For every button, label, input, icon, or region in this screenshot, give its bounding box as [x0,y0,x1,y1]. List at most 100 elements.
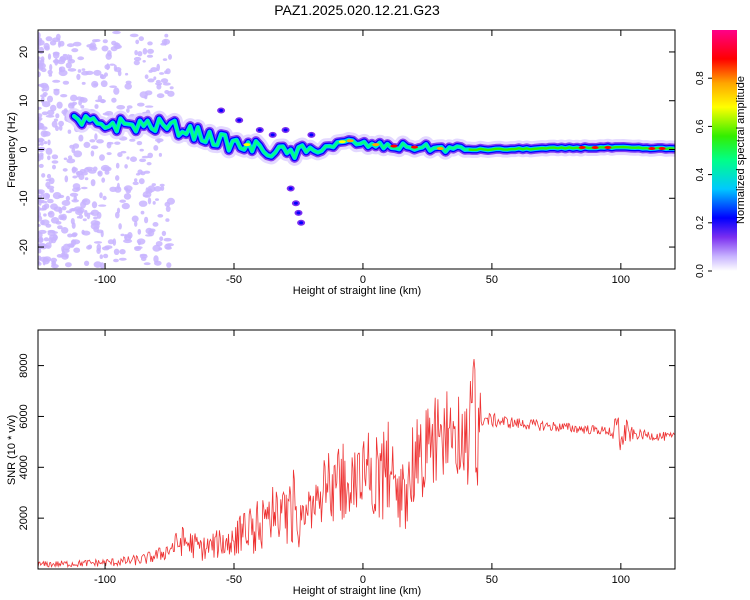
colorbar: 0.0 0.2 0.4 0.6 0.8 Normalized spectral ampl… [695,30,747,278]
spectrogram-noise-blob [94,39,101,42]
spectrogram-noise-blob [70,239,77,247]
spectrogram-noise-blob [38,59,42,65]
spectrogram-noise-blob [59,40,65,47]
spectrogram-noise-blob [77,69,82,73]
spectrogram-noise-blob [82,230,91,236]
spectrogram-branch-core [288,187,293,190]
spectrogram-noise-blob [134,220,138,227]
spectrogram-noise-blob [93,225,99,233]
spectrogram-noise-blob [132,181,139,186]
spectrogram-noise-blob [82,218,87,222]
spectrogram-noise-blob [156,63,160,72]
spectrogram-noise-blob [144,90,153,96]
colorbar-tick-label: 0.6 [695,119,706,133]
spectrogram-noise-blob [165,218,170,222]
spectrogram-noise-blob [167,90,175,97]
spectrogram-noise-blob [83,167,90,173]
spectrogram-noise-blob [38,207,47,211]
chart-title: PAZ1.2025.020.12.21.G23 [274,2,440,18]
spectrogram-noise-blob [45,36,53,42]
spectrogram-noise-blob [80,201,87,209]
spectrogram-noise-blob [65,62,72,69]
spectrogram-noise-blob [156,93,165,99]
spectrogram-noise-blob [43,141,48,145]
spectrogram-noise-blob [96,248,101,254]
spectrogram-noise-blob [84,177,89,181]
spectrogram-noise-blob [67,129,72,134]
spectrogram-noise-blob [139,148,144,152]
spectrogram-noise-blob [96,139,104,144]
spectrogram-noise-blob [78,134,84,142]
spectrogram-noise-blob [63,108,68,112]
spectrogram-noise-blob [43,237,50,242]
spectrogram-noise-blob [50,104,57,112]
spectrogram-noise-blob [49,188,55,193]
spectrogram-noise-blob [67,155,73,160]
colorbar-label: Normalized spectral amplitude [735,76,747,224]
spectrogram-noise-blob [38,113,43,118]
spectrogram-noise-blob [54,58,59,66]
spectrogram-noise-blob [65,253,69,258]
spectrogram-noise-blob [70,218,75,225]
spectrogram-noise-blob [133,56,142,62]
spectrogram-noise-blob [52,79,61,83]
spectrogram-noise-blob [138,178,145,185]
spectrogram-noise-blob [147,78,155,83]
spectrogram-noise-blob [157,214,164,218]
spectrogram-noise-blob [126,108,130,113]
spectrogram-noise-blob [71,199,79,203]
spectrogram-noise-blob [90,179,96,187]
y-tick-label: 10 [18,95,30,107]
spectrogram-noise-blob [107,239,115,245]
spectrogram-noise-blob [38,236,44,244]
colorbar-gradient [712,30,737,271]
spectrogram-noise-blob [38,262,42,266]
spectrogram-noise-blob [100,74,106,80]
spectrogram-noise-blob [60,227,69,234]
spectrogram-noise-blob [129,33,139,38]
spectrogram-noise-blob [52,164,56,170]
spectrogram-noise-blob [116,207,121,214]
spectrogram-noise-blob [62,53,68,57]
spectrogram-noise-blob [115,175,120,181]
spectrogram-noise-blob [91,201,98,209]
spectrogram-noise-blob [78,174,85,180]
spectrogram-hotspot [436,147,444,150]
spectrogram-noise-blob [40,219,45,226]
spectrogram-noise-blob [164,33,169,38]
spectrogram-noise-blob [153,186,162,192]
spectrogram-noise-blob [99,254,104,259]
spectrogram-noise-blob [69,192,79,197]
spectrogram-noise-blob [134,50,138,56]
spectrogram-noise-blob [160,78,169,84]
spectrogram-noise-blob [57,225,63,230]
spectrogram-noise-blob [64,175,69,183]
spectrogram-branch-core [296,211,301,215]
spectrogram-noise-blob [146,162,152,166]
spectrogram-noise-blob [65,210,72,214]
spectrogram-noise-blob [117,70,122,77]
spectrogram-noise-blob [70,208,76,212]
spectrogram-noise-blob [119,199,126,203]
spectrogram-noise-blob [152,222,159,227]
spectrogram-noise-blob [160,42,167,46]
spectrogram-noise-blob [71,48,79,53]
spectrogram-branch-core [270,133,275,137]
spectrogram-noise-blob [100,262,105,269]
spectrogram-noise-blob [39,256,48,262]
spectrogram-noise-blob [47,53,52,60]
spectrogram-noise-blob [51,160,59,164]
spectrogram-noise-blob [90,145,99,150]
spectrogram-noise-blob [102,39,108,44]
spectrogram-noise-blob [125,72,129,76]
spectrogram-noise-blob [133,60,140,66]
spectrogram-noise-blob [134,178,138,183]
spectrogram-noise-blob [38,155,42,162]
spectrogram-noise-blob [76,216,80,219]
colorbar-tick-label: 0.4 [695,167,706,181]
y-tick-label: 2000 [18,506,30,530]
spectrogram-noise-blob [80,105,85,109]
spectrogram-noise-blob [38,56,41,61]
spectrogram-noise-blob [39,141,44,146]
y-tick-label: 0 [18,146,30,152]
